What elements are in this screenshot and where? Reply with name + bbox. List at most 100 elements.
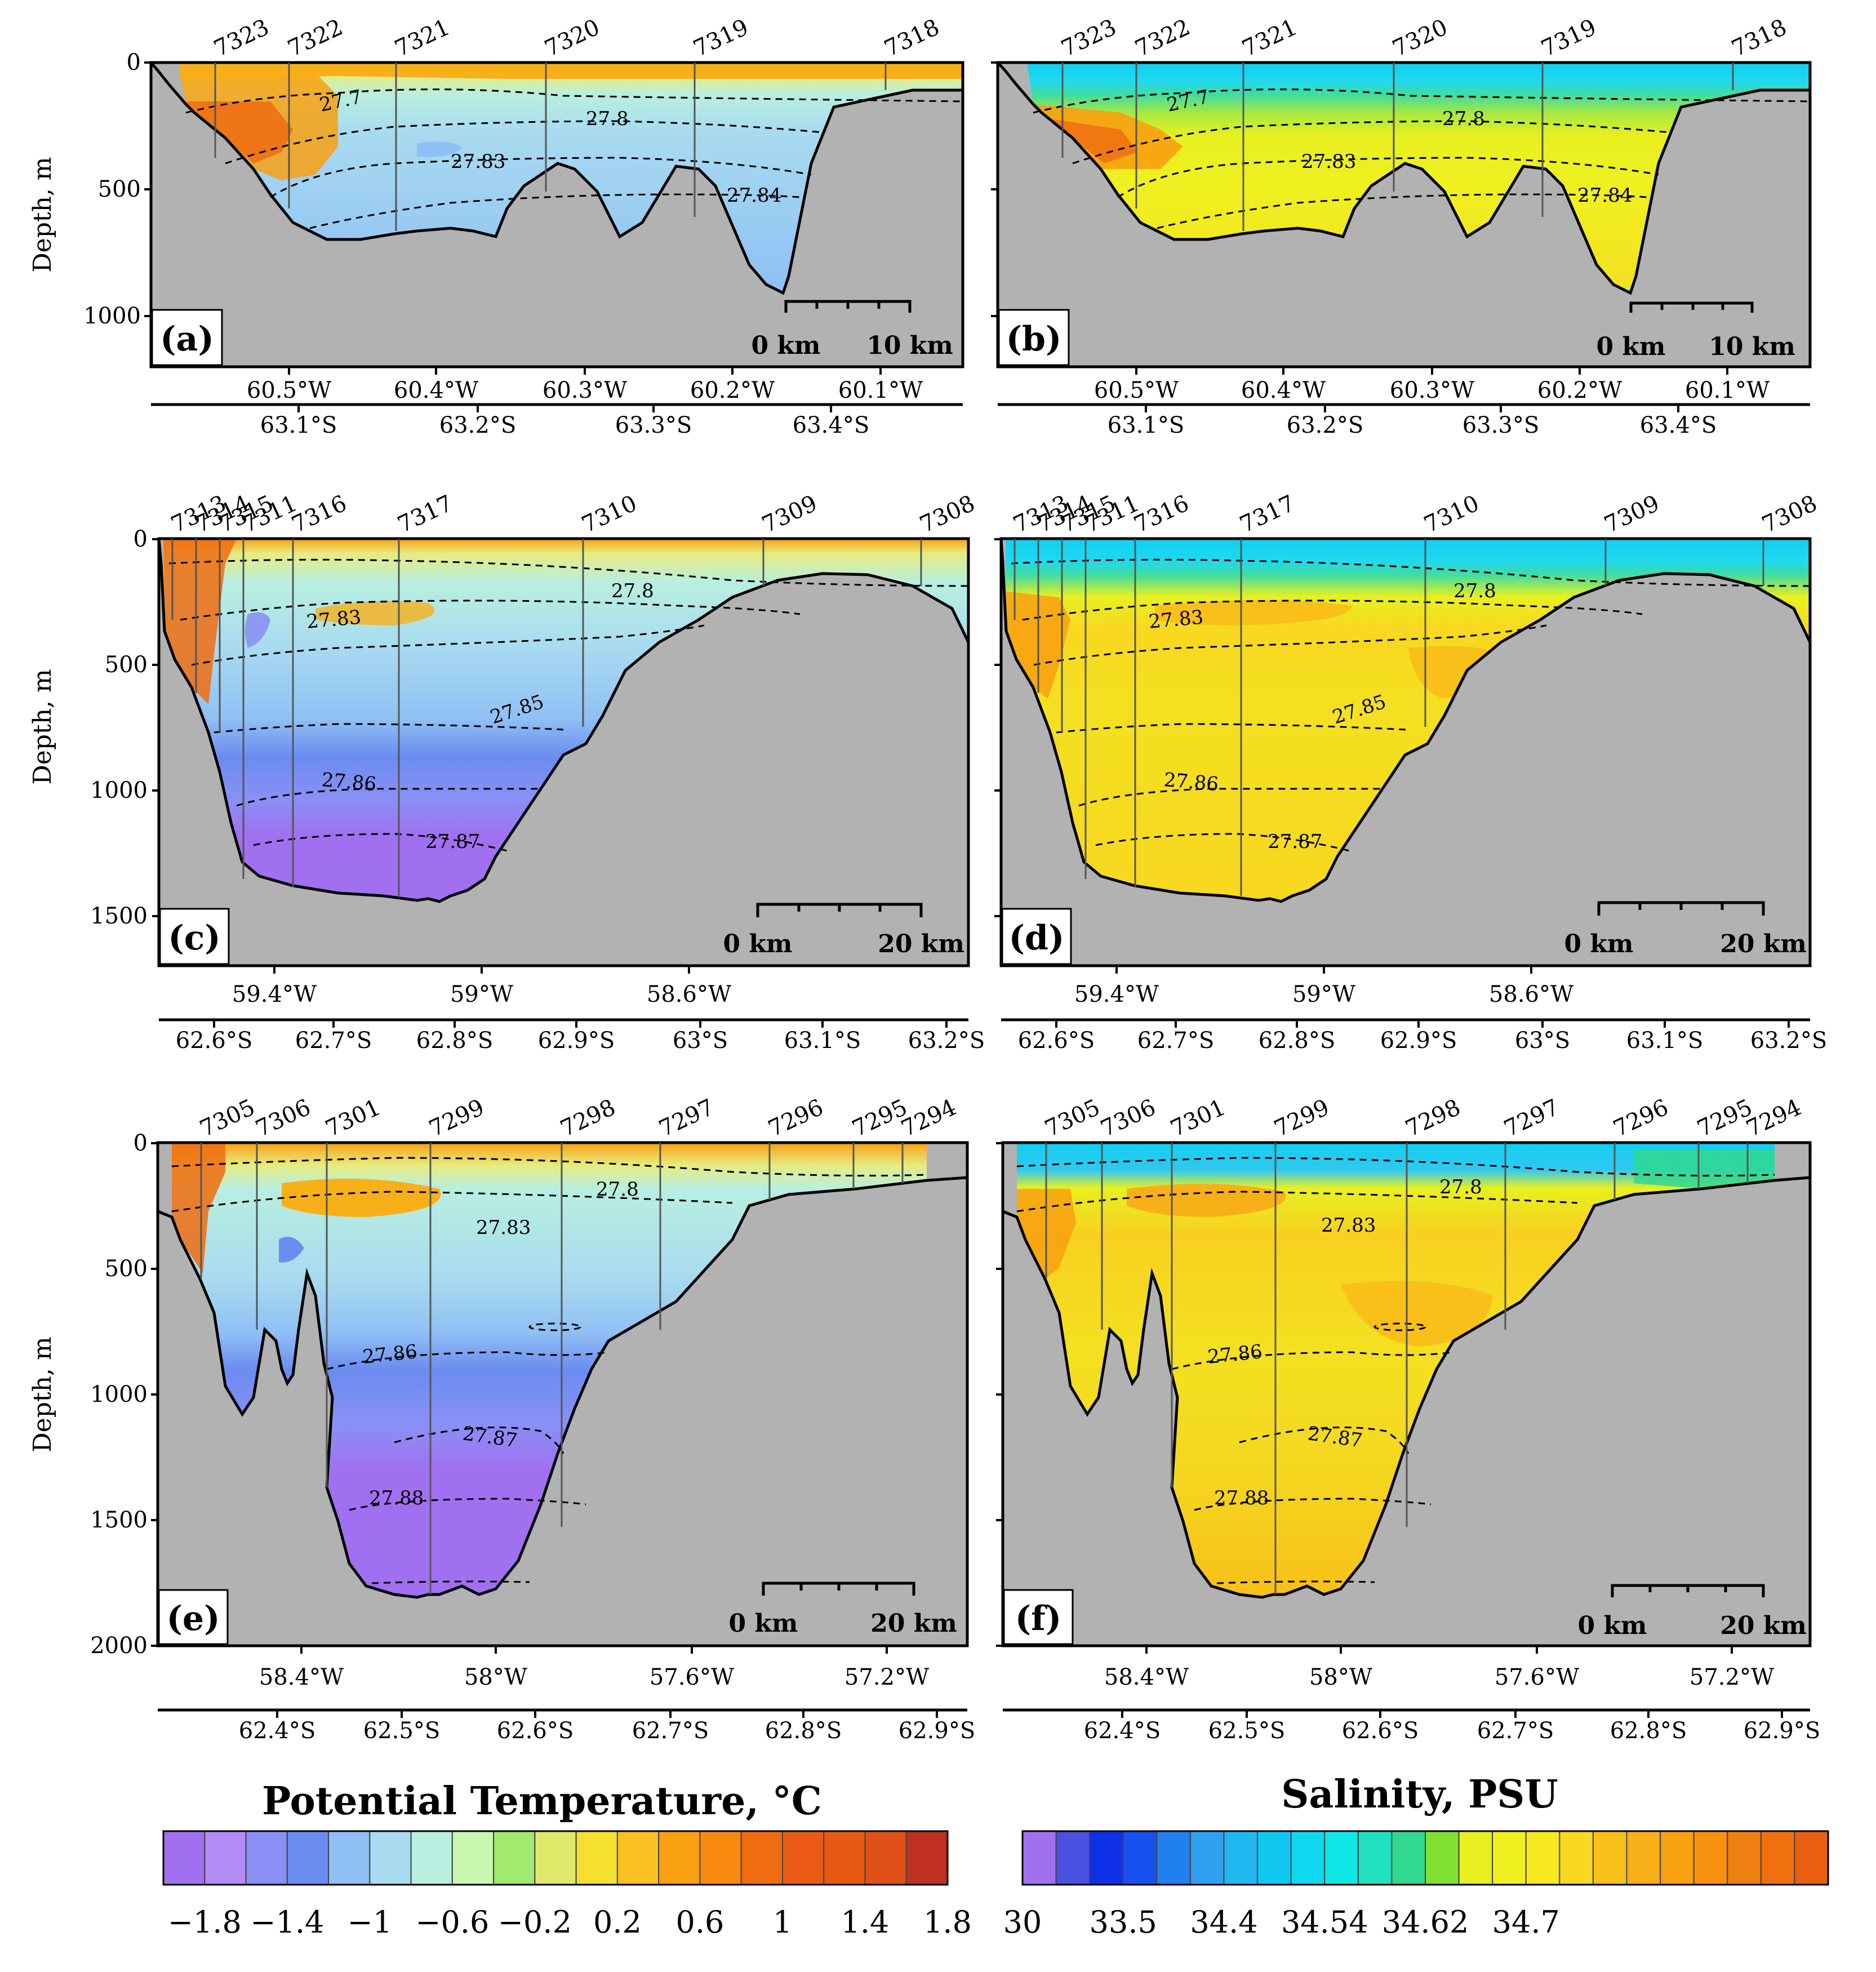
station-label: 7294 [897,1094,961,1142]
station-label: 7320 [541,14,604,62]
lon-tick-label: 59°W [1292,981,1355,1007]
station-label: 7306 [1097,1094,1160,1142]
lat-tick-label: 63.1°S [260,412,337,438]
colorbar-cell [781,1831,825,1885]
colorbar-labels-salinity: 30 33.5 34.4 34.54 34.62 34.7 [1003,1904,1560,1940]
isopycnal-label: 27.87 [425,830,480,853]
colorbar-cell [1492,1831,1527,1885]
lon-tick-label: 58.6°W [1489,981,1573,1007]
colorbar-label: 1 [773,1904,792,1940]
scale-label-start: 0 km [1597,332,1666,361]
fresh-patch-f [1634,1149,1775,1189]
colorbar-label: −0.6 [415,1904,489,1940]
scale-bar-d: 0 km 20 km [1564,901,1807,958]
isopycnal-label: 27.8 [596,1178,639,1201]
colorbar-cell [1794,1831,1829,1885]
y-axis-title: Depth, m [28,669,57,784]
lat-tick-label: 62.9°S [1380,1028,1457,1054]
lon-tick-label: 59.4°W [1074,981,1159,1007]
station-label: 7317 [1236,490,1299,538]
warm-core-inner-a [186,101,293,163]
letter-c: (c) [159,908,230,965]
stations-c [171,539,922,896]
panel-letter: (a) [160,319,214,359]
isopycnal-label: 27.84 [1577,184,1632,207]
y-tick-label: 2000 [90,1633,148,1659]
lat-tick-label: 62.6°S [176,1028,252,1054]
scale-bar-c: 0 km 20 km [723,903,964,958]
lat-axis-f: 62.4°S 62.5°S 62.6°S 62.7°S 62.8°S 62.9°S [1003,1708,1820,1744]
ridge-a [151,63,963,367]
colorbar-cell [1089,1831,1124,1885]
colorbar-temperature: Potential Temperature, °C −1.8 −1.4 −1 −0.6… [162,1779,972,1940]
lon-axis-c: 59.4°W 59°W 58.6°W [232,966,731,1007]
isopycnals-c [168,558,968,852]
scale-label-start: 0 km [752,331,821,360]
panel-letter: (f) [1015,1599,1062,1638]
lat-tick-label: 62.4°S [239,1718,315,1744]
letter-b: (b) [998,309,1070,366]
water-region-c [163,539,968,901]
yticks-b [991,61,998,317]
water-region-d [1006,539,1810,901]
stations-b [1061,63,1734,231]
lat-axis-b: 63.1°S 63.2°S 63.3°S 63.4°S [998,403,1810,438]
frame-b [996,61,1812,368]
station-label: 7316 [1130,490,1193,538]
station-label: 7301 [1167,1094,1230,1142]
panel-letter: (c) [168,918,220,958]
isopycnal-label: 27.83 [451,150,505,173]
lat-tick-label: 63.3°S [1462,412,1539,438]
colorbar-cell [1324,1831,1359,1885]
lat-axis-e: 62.4°S 62.5°S 62.6°S 62.7°S 62.8°S 62.9°S [158,1708,975,1744]
scale-label-start: 0 km [1564,930,1634,958]
scale-bar-a: 0 km 10 km [752,300,953,360]
lat-tick-label: 62.6°S [1342,1718,1419,1744]
colorbar-label: 34.62 [1382,1904,1469,1940]
station-label: 7298 [557,1094,620,1142]
colorbar-label: 0.6 [675,1904,724,1940]
station-label: 7305 [1041,1094,1104,1142]
lon-tick-label: 60.4°W [1241,377,1326,403]
colorbar-cell [1357,1831,1393,1885]
lon-axis-f: 58.4°W 58°W 57.6°W 57.2°W [1104,1646,1774,1690]
salty-core-inner-b [1048,118,1138,163]
colorbar-cell [740,1831,783,1885]
lon-axis-b: 60.5°W 60.4°W 60.3°W 60.2°W 60.1°W [1094,367,1770,403]
lat-tick-label: 63.4°S [793,412,869,438]
lat-tick-label: 63.2°S [1750,1028,1827,1054]
lon-tick-label: 58.4°W [259,1664,344,1690]
lon-tick-label: 60.3°W [1390,377,1474,403]
isopycnal-labels-f: 27.8 27.83 27.86 27.87 27.88 [1207,1176,1482,1509]
lat-tick-label: 63.1°S [784,1028,861,1054]
station-label: 7309 [758,490,821,538]
colorbar-cell [163,1831,206,1885]
ridge-b [998,63,1810,367]
colorbar-cells-temperature [162,1830,949,1886]
colorbar-label: 34.4 [1190,1904,1257,1940]
surface-warm-a [180,63,963,79]
isopycnal-label: 27.87 [1268,830,1322,853]
colorbar-cell [905,1831,948,1885]
colorbar-label: 34.54 [1281,1904,1368,1940]
colorbar-cell [1660,1831,1695,1885]
colorbar-label: −1.4 [250,1904,324,1940]
letter-e: (e) [158,1589,229,1645]
station-label: 7294 [1742,1094,1806,1142]
colorbar-cell [1122,1831,1158,1885]
scale-label-end: 10 km [1709,332,1795,361]
colorbar-cell [1760,1831,1795,1885]
station-label: 7321 [391,14,454,62]
yaxis-c: Depth, m 0 500 1000 1500 [28,526,159,929]
colorbar-cell [451,1831,495,1885]
lon-tick-label: 60.4°W [394,377,478,403]
station-label: 7306 [252,1094,315,1142]
lat-tick-label: 62.7°S [295,1028,372,1054]
lat-tick-label: 62.7°S [1477,1718,1554,1744]
colorbar-cell [1156,1831,1191,1885]
water-region-a [180,63,963,293]
